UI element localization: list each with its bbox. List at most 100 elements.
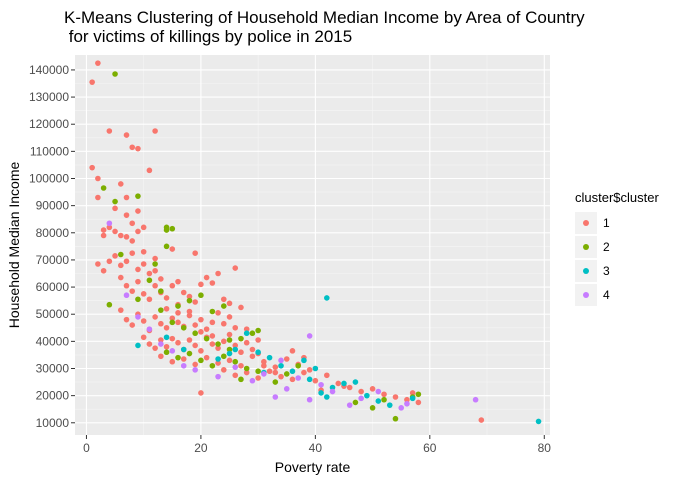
- data-point-cluster-1: [192, 342, 198, 349]
- data-point-cluster-2: [100, 185, 107, 191]
- data-point-cluster-1: [95, 175, 101, 182]
- data-point-cluster-1: [129, 250, 136, 256]
- data-point-cluster-1: [198, 329, 204, 335]
- data-point-cluster-1: [112, 253, 118, 259]
- data-point-cluster-1: [226, 331, 233, 338]
- data-point-cluster-1: [152, 255, 158, 262]
- data-point-cluster-3: [364, 392, 370, 399]
- data-point-cluster-1: [135, 228, 141, 235]
- data-point-cluster-1: [169, 315, 176, 322]
- data-point-cluster-1: [146, 296, 153, 303]
- legend-label: 2: [603, 240, 610, 254]
- data-point-cluster-1: [232, 324, 239, 331]
- data-point-cluster-3: [352, 379, 359, 385]
- y-tick-label: 40000: [36, 334, 70, 348]
- data-point-cluster-1: [175, 319, 181, 326]
- data-point-cluster-1: [226, 314, 233, 320]
- data-point-cluster-2: [238, 335, 244, 342]
- data-point-cluster-2: [249, 330, 256, 337]
- x-tick-label: 20: [194, 441, 208, 455]
- data-point-cluster-1: [140, 318, 147, 324]
- data-point-cluster-1: [169, 246, 176, 252]
- x-tick-label: 0: [83, 441, 90, 455]
- data-point-cluster-1: [369, 386, 376, 392]
- data-point-cluster-1: [180, 356, 187, 362]
- legend: cluster$cluster 1 2 3 4: [575, 190, 659, 307]
- data-point-cluster-4: [123, 292, 130, 299]
- data-point-cluster-1: [415, 399, 422, 406]
- data-point-cluster-1: [289, 348, 296, 354]
- data-point-cluster-1: [95, 194, 101, 201]
- y-tick-label: 80000: [36, 226, 70, 240]
- data-point-cluster-1: [226, 357, 233, 364]
- data-point-cluster-4: [180, 362, 187, 369]
- y-tick-label: 100000: [29, 172, 69, 186]
- y-tick-label: 70000: [36, 253, 70, 267]
- legend-dot: [583, 292, 589, 298]
- data-point-cluster-2: [226, 346, 233, 353]
- data-point-cluster-2: [192, 330, 198, 337]
- data-point-cluster-2: [117, 251, 124, 258]
- data-point-cluster-1: [106, 128, 113, 134]
- y-tick-label: 60000: [36, 280, 70, 294]
- data-point-cluster-2: [238, 376, 244, 383]
- data-point-cluster-1: [209, 341, 216, 347]
- data-point-cluster-4: [146, 326, 153, 332]
- data-point-cluster-2: [163, 243, 170, 250]
- data-point-cluster-3: [135, 342, 141, 349]
- data-point-cluster-1: [192, 361, 198, 368]
- data-point-cluster-3: [215, 356, 221, 362]
- data-point-cluster-1: [129, 220, 136, 227]
- data-point-cluster-1: [152, 267, 158, 274]
- data-point-cluster-1: [358, 388, 364, 395]
- data-point-cluster-1: [89, 164, 95, 171]
- data-point-cluster-1: [123, 212, 130, 218]
- legend-label: 3: [603, 264, 610, 278]
- data-point-cluster-1: [249, 353, 256, 360]
- data-point-cluster-1: [192, 250, 198, 256]
- data-point-cluster-1: [220, 296, 227, 303]
- data-point-cluster-2: [203, 335, 210, 342]
- chart-title-line-2: for victims of killings by police in 201…: [64, 27, 353, 46]
- data-point-cluster-1: [163, 305, 170, 312]
- data-point-cluster-1: [192, 322, 198, 328]
- data-point-cluster-1: [404, 396, 410, 403]
- data-point-cluster-1: [278, 373, 284, 380]
- data-point-cluster-1: [220, 338, 227, 345]
- data-point-cluster-4: [306, 396, 313, 403]
- legend-title: cluster$cluster: [575, 190, 659, 205]
- data-point-cluster-2: [106, 301, 113, 308]
- data-point-cluster-1: [255, 375, 261, 381]
- data-point-cluster-1: [238, 349, 244, 356]
- data-point-cluster-1: [238, 362, 244, 369]
- data-point-cluster-2: [295, 362, 301, 369]
- data-point-cluster-1: [129, 322, 136, 328]
- data-point-cluster-2: [381, 396, 387, 403]
- data-point-cluster-2: [226, 337, 233, 343]
- data-point-cluster-3: [409, 395, 416, 402]
- y-tick-label: 130000: [29, 90, 69, 104]
- data-point-cluster-1: [198, 316, 204, 323]
- data-point-cluster-2: [158, 307, 164, 313]
- data-point-cluster-3: [341, 380, 347, 387]
- y-tick-label: 50000: [36, 307, 70, 321]
- data-point-cluster-3: [306, 376, 313, 383]
- data-point-cluster-3: [266, 354, 273, 361]
- data-point-cluster-1: [152, 282, 158, 289]
- data-point-cluster-1: [163, 295, 170, 301]
- y-tick-label: 30000: [36, 362, 70, 376]
- data-point-cluster-3: [232, 346, 239, 353]
- data-point-cluster-2: [163, 349, 170, 356]
- data-point-cluster-1: [215, 360, 221, 366]
- data-point-cluster-4: [318, 381, 324, 388]
- data-point-cluster-1: [117, 232, 124, 239]
- data-point-cluster-1: [238, 304, 244, 311]
- data-point-cluster-2: [272, 379, 279, 385]
- data-point-cluster-1: [140, 334, 147, 341]
- x-tick-label: 40: [309, 441, 323, 455]
- data-point-cluster-1: [335, 380, 342, 387]
- data-point-cluster-1: [100, 232, 107, 239]
- data-point-cluster-1: [152, 314, 158, 320]
- legend-dot: [583, 268, 589, 274]
- data-point-cluster-1: [306, 367, 313, 373]
